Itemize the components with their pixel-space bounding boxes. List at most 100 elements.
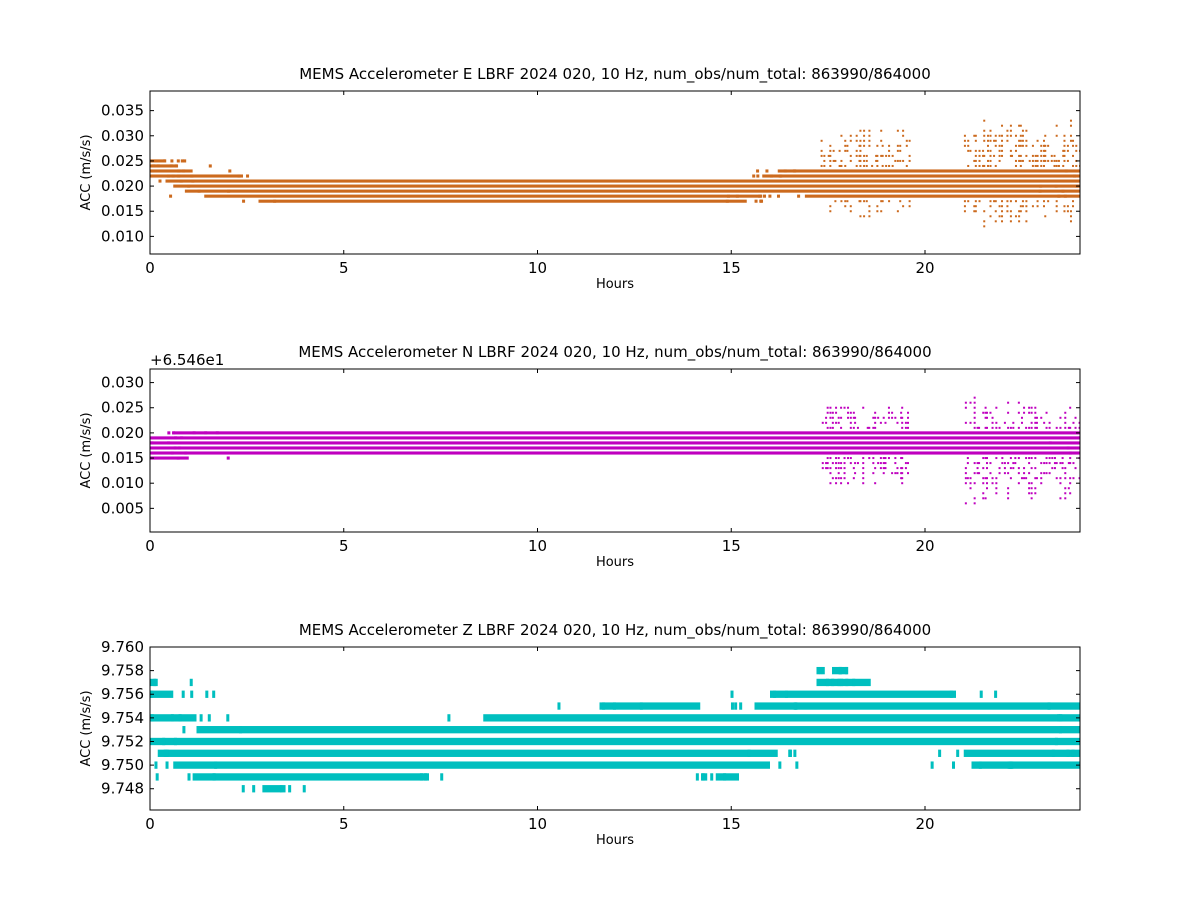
spike-point (1057, 190, 1060, 193)
spike-point (896, 446, 899, 449)
spike-point (1012, 441, 1015, 444)
spike-point (973, 482, 976, 485)
spike-point (974, 190, 977, 193)
data-point (730, 690, 734, 698)
data-point (153, 678, 157, 687)
data-point (190, 174, 194, 178)
spike-point (852, 426, 855, 429)
spike-point (994, 210, 997, 213)
spike-point (1043, 431, 1046, 434)
spike-point (964, 482, 967, 485)
spike-point (1028, 195, 1031, 198)
data-point (769, 174, 773, 178)
data-point (181, 690, 185, 698)
spike-point (973, 210, 976, 213)
spike-point (826, 431, 829, 434)
data-point (792, 169, 796, 173)
spike-point (974, 149, 977, 152)
spike-point (901, 421, 904, 424)
x-axis-label: Hours (596, 555, 634, 570)
spike-point (900, 467, 903, 470)
spike-point (974, 180, 977, 183)
x-tick-label: 5 (339, 537, 349, 555)
spike-point (840, 200, 843, 203)
spike-point (904, 431, 907, 434)
spike-point (896, 472, 899, 475)
spike-point (1019, 185, 1022, 188)
spike-point (978, 159, 981, 162)
spike-point (1040, 446, 1043, 449)
spike-point (974, 210, 977, 213)
spike-point (1053, 467, 1056, 470)
spike-point (1044, 144, 1047, 147)
spike-point (876, 154, 879, 157)
spike-point (834, 169, 837, 172)
data-point (192, 431, 196, 435)
spike-point (993, 139, 996, 142)
spike-point (875, 180, 878, 183)
spike-point (985, 467, 988, 470)
spike-point (871, 195, 874, 198)
spike-point (1019, 154, 1022, 157)
spike-point (908, 159, 911, 162)
spike-point (1017, 452, 1020, 455)
spike-point (1036, 139, 1039, 142)
spike-point (973, 185, 976, 188)
spike-point (863, 154, 866, 157)
spike-point (1069, 457, 1072, 460)
spike-point (1009, 426, 1012, 429)
spike-point (840, 467, 843, 470)
spike-point (859, 164, 862, 167)
spike-point (866, 436, 869, 439)
y-offset-label: +6.546e1 (150, 351, 224, 369)
spike-point (1025, 185, 1028, 188)
spike-point (1072, 421, 1075, 424)
data-band-11 (150, 737, 1080, 746)
spike-point (1069, 426, 1072, 429)
spike-point (1040, 164, 1043, 167)
spike-point (1069, 180, 1072, 183)
spike-point (907, 421, 910, 424)
spike-point (1055, 477, 1058, 480)
spike-point (1025, 477, 1028, 480)
spike-point (973, 396, 976, 399)
data-band-6 (599, 702, 701, 710)
spike-point (963, 139, 966, 142)
spike-point (849, 205, 852, 208)
spike-point (1059, 436, 1062, 439)
spike-point (1014, 159, 1017, 162)
spike-point (1061, 436, 1064, 439)
spike-point (1030, 492, 1033, 495)
data-point (840, 678, 844, 687)
data-point (167, 174, 171, 178)
spike-point (849, 190, 852, 193)
spike-point (1025, 154, 1028, 157)
spike-point (852, 411, 855, 414)
data-point (288, 785, 292, 793)
data-point (246, 174, 250, 178)
spike-point (998, 154, 1001, 157)
spike-point (1040, 159, 1043, 162)
spike-point (1001, 446, 1004, 449)
spike-point (827, 154, 830, 157)
spike-point (1074, 426, 1077, 429)
spike-point (846, 169, 849, 172)
spike-point (986, 175, 989, 178)
spike-point (1059, 452, 1062, 455)
data-point (612, 702, 616, 710)
spike-point (894, 446, 897, 449)
spike-point (998, 426, 1001, 429)
spike-point (984, 441, 987, 444)
spike-point (847, 411, 850, 414)
spike-point (1045, 457, 1048, 460)
spike-point (1063, 169, 1066, 172)
data-point (1054, 184, 1058, 188)
spike-point (896, 421, 899, 424)
spike-point (1061, 457, 1064, 460)
spike-point (1040, 149, 1043, 152)
spike-point (989, 472, 992, 475)
data-point (1059, 714, 1063, 722)
spike-point (964, 441, 967, 444)
spike-point (882, 446, 885, 449)
spike-point (829, 175, 832, 178)
